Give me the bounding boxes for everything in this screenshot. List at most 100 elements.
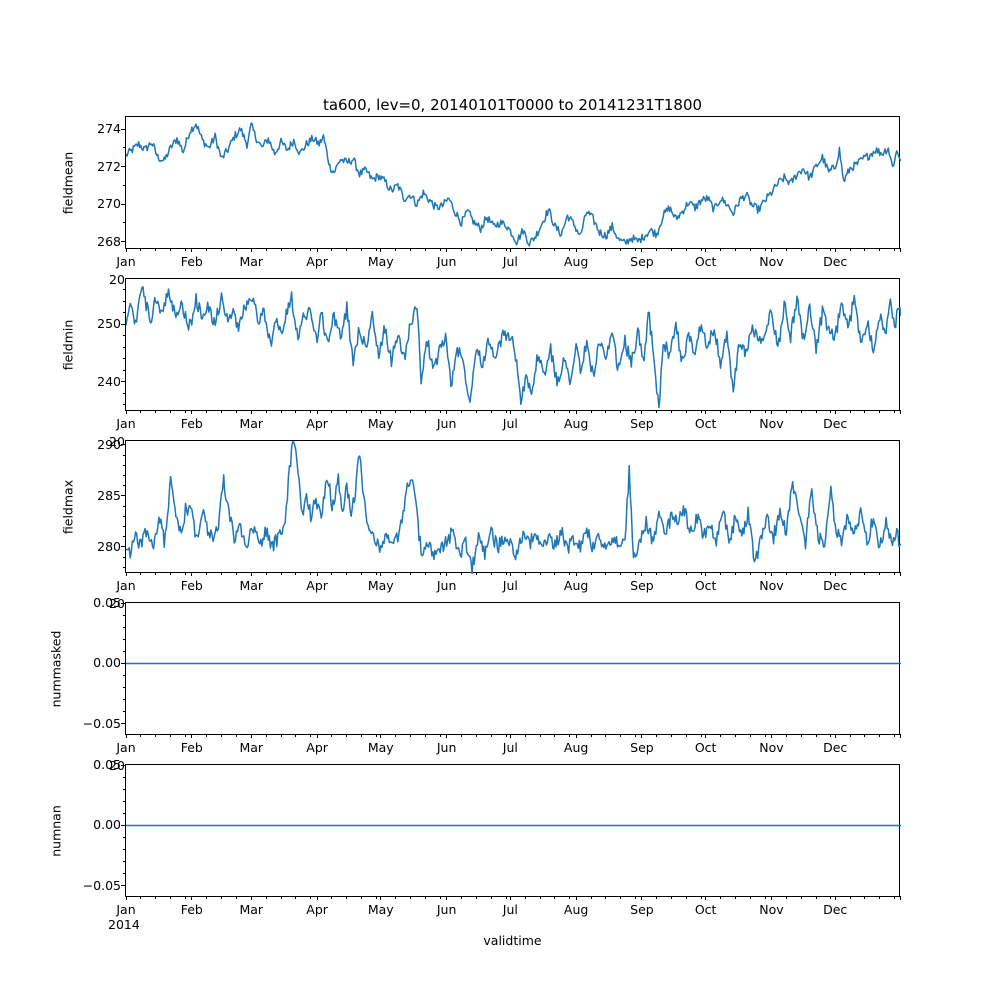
y-minor-tick [123,312,125,314]
y-minor-tick [123,369,125,371]
x-minor-tick [894,896,896,899]
y-minor-tick [123,392,125,394]
x-minor-tick [395,410,397,413]
y-tick-label: −0.05 [82,715,121,731]
x-minor-tick [800,410,802,413]
subplot-nummasked: −0.05 0.00 0.05 Jan Feb Mar Apr May Jun Jul Aug Sep… [83,595,901,755]
x-minor-tick [346,896,348,899]
x-minor-tick [800,734,802,737]
x-minor-tick [815,572,817,575]
x-tick-label-month: Feb [180,254,203,269]
x-minor-tick [749,410,751,413]
x-tick-label-month: Nov [759,416,784,431]
x-major-tick [446,410,448,414]
x-minor-tick [785,572,787,575]
y-minor-tick [123,873,125,875]
x-minor-tick [280,572,282,575]
x-tick-label-month: Apr [306,416,328,431]
y-minor-tick [123,711,125,713]
y-minor-tick [123,464,125,466]
x-minor-tick [140,896,142,899]
x-minor-tick [235,248,237,251]
x-tick-label-month: Oct [694,254,717,269]
x-minor-tick [460,248,462,251]
y-minor-tick [123,335,125,337]
subplot-numnan: −0.05 0.00 0.05 Jan Feb Mar Apr May Jun Jul Aug Sep… [83,757,901,917]
x-minor-tick [206,734,208,737]
x-minor-tick [764,572,766,575]
x-minor-tick [539,248,541,251]
x-minor-tick [490,734,492,737]
x-minor-tick [235,572,237,575]
x-minor-tick [221,410,223,413]
x-minor-tick [700,572,702,575]
x-major-tick [641,896,643,900]
x-major-tick [509,410,511,414]
x-minor-tick [460,734,462,737]
x-minor-tick [734,572,736,575]
x-minor-tick [490,896,492,899]
clipped-year-text: 2014 [109,272,125,287]
x-minor-tick [170,410,172,413]
x-minor-tick [505,896,507,899]
y-axis-label-fieldmean: fieldmean [60,151,76,214]
x-minor-tick [894,572,896,575]
x-minor-tick [376,734,378,737]
x-tick-label-month: Oct [694,416,717,431]
subplot-fieldmin: 240 250 Jan Feb Mar Apr May Jun Jul Aug Sep Oct Nov D… [97,272,901,431]
y-minor-tick [123,485,125,487]
y-minor-tick [123,536,125,538]
x-minor-tick [620,896,622,899]
x-minor-tick [830,248,832,251]
y-major-tick [121,128,125,130]
x-major-tick [509,896,511,900]
x-minor-tick [361,734,363,737]
x-major-tick [509,734,511,738]
x-minor-tick [894,410,896,413]
x-major-tick [250,410,252,414]
x-minor-tick [331,896,333,899]
x-minor-tick [686,248,688,251]
x-major-tick [125,896,127,900]
x-major-tick [380,896,382,900]
x-minor-tick [554,410,556,413]
x-minor-tick [395,734,397,737]
x-minor-tick [524,410,526,413]
x-minor-tick [206,572,208,575]
x-minor-tick [505,248,507,251]
x-minor-tick [830,572,832,575]
x-minor-tick [785,734,787,737]
x-minor-tick [376,410,378,413]
x-minor-tick [310,896,312,899]
x-tick-label-month: Sep [630,416,654,431]
x-minor-tick [569,410,571,413]
x-minor-tick [590,410,592,413]
x-axis-label: validtime [483,933,542,948]
data-line-numnan [126,824,901,827]
x-major-tick [380,410,382,414]
x-tick-label-month: Feb [180,578,203,593]
x-minor-tick [656,734,658,737]
x-minor-tick [879,572,881,575]
x-minor-tick [184,896,186,899]
x-tick-label-month: Mar [239,416,264,431]
x-major-tick [770,896,772,900]
x-minor-tick [720,734,722,737]
x-minor-tick [331,248,333,251]
x-tick-label-month: Jun [436,416,457,431]
x-minor-tick [590,572,592,575]
y-tick-label: 290 [97,436,121,452]
x-minor-tick [671,572,673,575]
y-tick-label: 280 [97,538,121,554]
x-minor-tick [265,410,267,413]
x-minor-tick [170,248,172,251]
x-tick-label-month: Jul [502,254,518,269]
x-minor-tick [864,248,866,251]
x-minor-tick [331,572,333,575]
x-minor-tick [221,572,223,575]
x-minor-tick [140,410,142,413]
x-minor-tick [749,896,751,899]
y-tick-label: 240 [97,373,121,389]
y-minor-tick [123,526,125,528]
x-major-tick [705,896,707,900]
